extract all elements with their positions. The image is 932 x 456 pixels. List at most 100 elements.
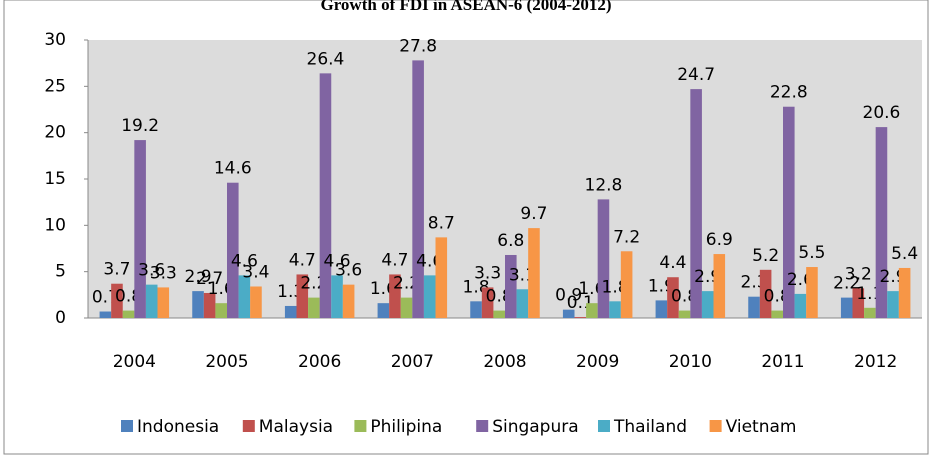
bar — [887, 291, 899, 318]
data-label: 19.2 — [121, 116, 159, 136]
bar — [898, 267, 911, 318]
bar — [678, 310, 691, 318]
bar — [493, 310, 505, 318]
y-tick-label: 20 — [44, 123, 66, 143]
data-label: 3.6 — [335, 261, 362, 281]
data-label: 3.3 — [150, 263, 177, 283]
legend-label: Vietnam — [726, 417, 797, 437]
legend-label: Malaysia — [259, 417, 333, 437]
data-label: 6.8 — [497, 231, 524, 251]
bar — [412, 60, 424, 319]
bar — [481, 287, 494, 318]
bar — [783, 106, 795, 318]
data-label: 5.4 — [891, 244, 918, 264]
bar — [597, 199, 610, 318]
x-tick-label: 2006 — [298, 352, 341, 372]
x-tick-label: 2012 — [854, 352, 897, 372]
x-tick-label: 2008 — [483, 352, 526, 372]
data-label: 4.7 — [381, 250, 408, 270]
x-tick-label: 2010 — [669, 352, 712, 372]
legend-label: Indonesia — [137, 417, 219, 437]
data-label: 2.7 — [196, 269, 223, 289]
bar — [574, 317, 587, 318]
bar — [562, 309, 575, 318]
bar — [215, 303, 227, 318]
data-label: 3.2 — [845, 264, 872, 284]
data-label: 20.6 — [863, 103, 901, 123]
data-label: 4.4 — [659, 253, 686, 273]
bar — [331, 275, 343, 318]
data-label: 3.6 — [138, 261, 165, 281]
bar — [748, 296, 760, 318]
data-label: 6.9 — [706, 230, 733, 250]
data-label: 22.8 — [770, 83, 808, 103]
bar — [389, 274, 401, 318]
data-label: 5.5 — [798, 243, 825, 263]
legend-swatch — [354, 420, 367, 432]
data-label: 2.9 — [185, 267, 212, 287]
bar — [771, 310, 783, 318]
bar — [296, 274, 309, 318]
bar — [250, 286, 262, 318]
data-label: 7.2 — [613, 227, 640, 247]
bar — [400, 297, 413, 318]
bar — [423, 275, 436, 318]
data-label: 3.4 — [242, 262, 269, 282]
data-label: 26.4 — [307, 49, 345, 69]
legend-swatch — [476, 420, 489, 432]
bar — [505, 254, 517, 318]
bar — [690, 89, 702, 318]
bar — [667, 277, 679, 318]
legend-label: Philipina — [370, 417, 442, 437]
y-tick-label: 30 — [44, 30, 66, 50]
chart-title: Growth of FDI in ASEAN-6 (2004-2012) — [320, 0, 611, 14]
bar — [620, 251, 633, 318]
bar — [864, 307, 876, 318]
data-label: 27.8 — [399, 36, 437, 56]
bar — [192, 291, 204, 318]
bar — [284, 305, 297, 318]
bar — [111, 283, 123, 318]
bar — [794, 293, 807, 318]
bar — [470, 301, 482, 318]
bar — [840, 297, 853, 318]
x-tick-label: 2004 — [113, 352, 156, 372]
data-label: 12.8 — [585, 175, 623, 195]
bar — [134, 140, 146, 318]
data-label: 4.6 — [324, 251, 351, 271]
bar — [586, 303, 598, 318]
bar — [516, 289, 529, 318]
bar — [227, 182, 239, 318]
legend-swatch — [242, 420, 255, 432]
data-label: 5.2 — [752, 246, 779, 266]
data-label: 14.6 — [214, 159, 252, 179]
y-tick-label: 5 — [55, 262, 66, 282]
bar — [701, 291, 714, 318]
bar — [145, 284, 158, 318]
data-label: 3.7 — [103, 260, 130, 280]
legend-swatch — [709, 420, 722, 432]
data-label: 24.7 — [677, 65, 715, 85]
bar — [122, 310, 135, 318]
legend-label: Thailand — [613, 417, 687, 437]
legend-swatch — [121, 420, 133, 432]
bar — [806, 267, 818, 318]
bar — [435, 237, 448, 318]
bar — [713, 254, 726, 318]
y-tick-label: 25 — [44, 76, 66, 96]
data-label: 8.7 — [428, 213, 455, 233]
x-tick-label: 2009 — [576, 352, 619, 372]
legend-label: Singapura — [492, 417, 578, 437]
bar — [528, 228, 540, 318]
bar — [238, 275, 251, 318]
bar — [609, 301, 621, 318]
y-tick-label: 15 — [44, 169, 66, 189]
bar — [875, 127, 888, 319]
data-label: 9.7 — [520, 204, 547, 224]
data-label: 0.9 — [555, 286, 582, 306]
bar — [759, 269, 772, 318]
bar — [203, 292, 216, 318]
x-tick-label: 2007 — [391, 352, 434, 372]
data-label: 3.3 — [474, 263, 501, 283]
